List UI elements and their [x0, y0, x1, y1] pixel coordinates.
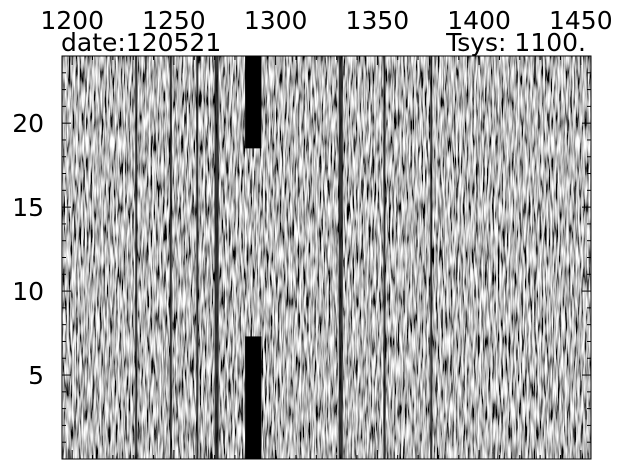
- y-tick-labels: 5 10 15 20: [12, 109, 44, 390]
- x-tick-label-2: 1300: [244, 6, 308, 35]
- dark-channel-1: [169, 56, 172, 459]
- dark-channel-8: [430, 56, 433, 459]
- y-tick-label-0: 5: [28, 361, 44, 390]
- x-tick-labels: 1200 1250 1300 1350 1400 1450: [40, 6, 612, 35]
- dark-channel-5: [245, 56, 262, 149]
- axis-ticks: [62, 56, 591, 459]
- date-label: date:120521: [61, 28, 221, 57]
- y-tick-label-2: 15: [12, 193, 44, 222]
- dark-channel-6: [338, 56, 343, 459]
- dark-channel-7: [383, 56, 386, 459]
- tsys-label: Tsys: 1100.: [445, 28, 586, 57]
- dark-channel-3: [214, 56, 219, 459]
- x-tick-label-4: 1400: [447, 6, 511, 35]
- dark-channel-2: [196, 56, 199, 459]
- x-tick-label-3: 1350: [346, 6, 410, 35]
- dark-channels: [135, 56, 433, 459]
- y-tick-label-1: 10: [12, 277, 44, 306]
- x-tick-label-1: 1250: [142, 6, 206, 35]
- dark-channel-0: [135, 56, 138, 459]
- x-tick-label-5: 1450: [549, 6, 613, 35]
- heatmap-noise: [62, 56, 591, 459]
- x-tick-label-0: 1200: [40, 6, 104, 35]
- y-tick-label-3: 20: [12, 109, 44, 138]
- dark-channel-4: [245, 336, 262, 459]
